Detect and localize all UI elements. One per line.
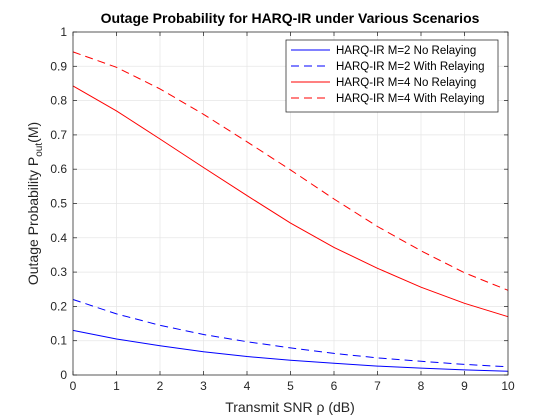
x-tick-label: 3 [200, 379, 207, 393]
x-tick-label: 7 [374, 379, 381, 393]
y-axis-label-main: Outage Probability P [25, 157, 41, 285]
series-line-3 [72, 85, 509, 318]
x-tick-label: 4 [244, 379, 251, 393]
x-tick-label: 0 [70, 379, 77, 393]
y-tick-label: 1 [60, 25, 67, 39]
legend-box [285, 39, 499, 113]
y-tick-label: 0.8 [50, 94, 67, 108]
x-tick-label: 9 [461, 379, 468, 393]
y-tick-label: 0.4 [50, 231, 67, 245]
y-axis-label-suffix: (M) [25, 122, 41, 143]
y-tick-label: 0.6 [50, 162, 67, 176]
x-axis-label: Transmit SNR ρ (dB) [225, 399, 355, 415]
y-tick-label: 0.9 [50, 59, 67, 73]
x-tick-label: 5 [287, 379, 294, 393]
legend-entry-label: HARQ-IR M=2 With Relaying [336, 61, 485, 73]
x-tick-label: 2 [157, 379, 164, 393]
y-tick-labels: 0 0.1 0.2 0.3 0.4 0.5 0.6 0.7 0.8 0.9 1 [50, 25, 67, 382]
y-tick-label: 0.2 [50, 299, 67, 313]
x-tick-label: 6 [331, 379, 338, 393]
y-tick-label: 0.3 [50, 265, 67, 279]
series-line-4 [72, 51, 509, 291]
legend-entry-label: HARQ-IR M=2 No Relaying [336, 45, 476, 57]
legend: HARQ-IR M=2 No Relaying HARQ-IR M=2 With … [285, 39, 499, 113]
y-tick-label: 0.1 [50, 334, 67, 348]
tick-marks [72, 31, 509, 376]
y-tick-label: 0.5 [50, 197, 67, 211]
y-tick-label: 0.7 [50, 128, 67, 142]
y-tick-label: 0 [60, 368, 67, 382]
series-line-1 [72, 329, 509, 372]
x-tick-labels: 0 1 2 3 4 5 6 7 8 9 10 [70, 379, 515, 393]
y-axis-label: Outage Probability Pout(M) [25, 122, 45, 285]
x-tick-label: 8 [418, 379, 425, 393]
y-axis-label-subscript: out [34, 143, 45, 157]
x-tick-label: 10 [501, 379, 515, 393]
series-layer [72, 51, 509, 372]
legend-entry-label: HARQ-IR M=4 With Relaying [336, 93, 485, 105]
x-tick-label: 1 [113, 379, 120, 393]
series-line-2 [72, 299, 509, 368]
chart-title: Outage Probability for HARQ-IR under Var… [101, 10, 480, 26]
legend-entry-label: HARQ-IR M=4 No Relaying [336, 77, 476, 89]
